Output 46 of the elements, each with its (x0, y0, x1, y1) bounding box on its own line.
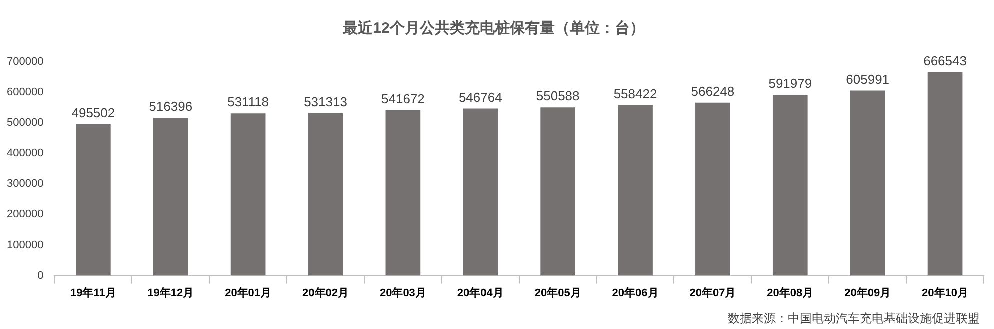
y-tick-label: 300000 (6, 178, 44, 190)
y-tick-label: 400000 (6, 148, 44, 160)
bar (230, 114, 266, 276)
bar (696, 102, 730, 276)
x-tick-label: 19年12月 (148, 286, 194, 300)
x-tick-label: 20年07月 (690, 286, 736, 300)
bar (850, 90, 886, 276)
chart-title: 最近12个月公共类充电桩保有量（单位：台） (342, 19, 645, 38)
source-note: 数据来源：中国电动汽车充电基础设施促进联盟 (728, 311, 980, 326)
data-label: 566248 (691, 84, 735, 99)
data-label: 516396 (149, 99, 193, 114)
data-label: 546764 (458, 90, 502, 105)
y-tick-label: 600000 (6, 86, 44, 99)
x-tick-label: 20年10月 (922, 286, 969, 300)
data-label: 558422 (614, 86, 658, 102)
bar (463, 108, 498, 276)
bar (928, 72, 963, 276)
y-tick-label: 100000 (6, 239, 44, 252)
x-tick-label: 20年04月 (457, 286, 504, 300)
x-tick-label: 20年03月 (380, 286, 426, 300)
data-label: 605991 (846, 72, 890, 87)
y-tick-label: 200000 (6, 208, 44, 221)
y-tick-label: 700000 (6, 56, 44, 68)
x-tick-label: 20年02月 (302, 286, 349, 300)
data-label: 531118 (228, 94, 270, 110)
bar (153, 118, 188, 276)
x-tick-label: 20年01月 (225, 286, 272, 300)
x-tick-label: 19年11月 (70, 286, 116, 300)
data-label: 550588 (536, 88, 580, 104)
bar (618, 105, 653, 276)
bar (540, 108, 576, 276)
data-label: 666543 (924, 53, 967, 68)
x-tick-label: 20年05月 (534, 286, 582, 300)
data-label: 541672 (381, 91, 425, 106)
x-tick-label: 20年06月 (612, 286, 659, 300)
y-tick-label: 500000 (6, 117, 44, 130)
bar (772, 94, 808, 276)
data-label: 531313 (304, 94, 348, 110)
x-tick-label: 20年08月 (767, 286, 814, 300)
bar (386, 110, 421, 276)
data-label: 495502 (72, 106, 116, 121)
x-tick-label: 20年09月 (844, 286, 892, 300)
bar (308, 114, 344, 276)
y-tick-label: 0 (38, 270, 44, 282)
bar (76, 124, 111, 276)
data-label: 591979 (768, 76, 812, 92)
